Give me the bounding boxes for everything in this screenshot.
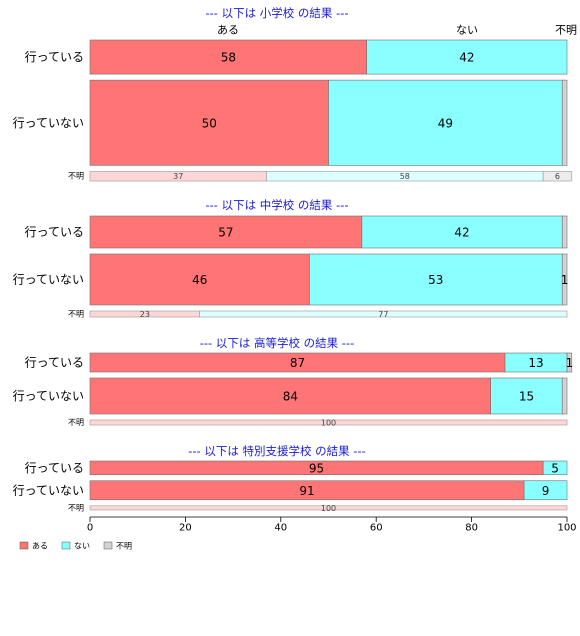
bar-segment-nai [542, 460, 568, 476]
data-label: 57 [218, 226, 233, 240]
bar-segment-aru [89, 419, 568, 426]
column-header-1: ある [217, 24, 239, 37]
bar-segment-nai [361, 215, 563, 249]
data-label: 58 [400, 172, 410, 181]
data-label: 6 [555, 172, 560, 181]
legend-swatch [103, 541, 113, 550]
bar-row: 不明 100 [68, 418, 568, 428]
bar-segment-nai [523, 480, 568, 501]
row-label: 行っていない [13, 389, 84, 403]
panel-2: --- 以下は 中学校 の結果 --- 行っている 57 42 行っていない 46 53 1 不… [13, 198, 569, 319]
bar-segment-aru [89, 79, 329, 166]
bar-segment-fumei [561, 377, 568, 415]
row-label: 行っていない [13, 483, 84, 497]
column-header-3: 不明 [555, 24, 577, 37]
legend-label: ない [74, 542, 90, 551]
x-tick-label: 80 [465, 523, 478, 534]
data-label: 95 [309, 461, 324, 475]
bar-row: 行っていない 50 49 [13, 79, 568, 166]
data-label: 1 [561, 273, 569, 287]
data-label: 13 [528, 356, 543, 370]
bar-segment-nai [199, 310, 568, 318]
data-label: 100 [321, 419, 336, 428]
panel-title: --- 以下は 高等学校 の結果 --- [200, 336, 355, 350]
row-label: 行っていない [13, 116, 84, 130]
row-label: 不明 [68, 310, 84, 319]
row-label: 不明 [68, 503, 84, 512]
data-label: 100 [321, 504, 336, 513]
bar-row: 行っていない 84 15 [13, 377, 568, 415]
bar-row: 不明 37 58 6 [68, 171, 573, 182]
data-label: 53 [428, 273, 443, 287]
legend-swatch [61, 541, 71, 550]
panel-title: --- 以下は 小学校 の結果 --- [205, 6, 348, 20]
bar-segment-fumei [561, 253, 568, 306]
panel-title: --- 以下は 中学校 の結果 --- [205, 198, 348, 212]
data-label: 91 [299, 484, 314, 498]
bar-segment-fumei [561, 79, 568, 166]
panel-4: --- 以下は 特別支援学校 の結果 --- 行っている 95 5 行っていない 91 9 不… [13, 444, 568, 513]
row-label: 不明 [68, 172, 84, 181]
panel-title: --- 以下は 特別支援学校 の結果 --- [188, 444, 366, 458]
row-label: 不明 [68, 418, 84, 427]
data-label: 49 [438, 116, 453, 130]
x-tick-label: 100 [557, 523, 576, 534]
data-label: 46 [192, 273, 207, 287]
bar-row: 行っていない 91 9 [13, 480, 568, 501]
x-tick-label: 20 [179, 523, 192, 534]
bar-segment-aru [89, 377, 491, 415]
x-tick-label: 40 [274, 523, 287, 534]
bar-row: 行っている 87 13 1 [25, 352, 574, 373]
data-label: 37 [173, 172, 183, 181]
x-tick-label: 60 [370, 523, 383, 534]
row-label: 行っていない [13, 273, 84, 287]
bar-segment-aru [89, 505, 568, 511]
bar-segment-fumei [561, 215, 568, 249]
bar-segment-nai [328, 79, 563, 166]
data-label: 77 [378, 310, 388, 319]
column-header-2: ない [456, 24, 478, 37]
row-label: 行っている [25, 356, 84, 370]
data-label: 87 [290, 356, 305, 370]
bar-segment-aru [89, 39, 367, 75]
bar-row: 行っている 95 5 [25, 460, 568, 476]
data-label: 42 [454, 226, 469, 240]
bar-segment-nai [366, 39, 568, 75]
data-label: 42 [459, 51, 474, 65]
bar-row: 不明 23 77 [68, 310, 568, 319]
legend-label: 不明 [116, 542, 132, 551]
legend: ある ない 不明 [19, 541, 132, 551]
bar-segment-aru [89, 215, 363, 249]
bar-row: 行っている 58 42 [25, 39, 568, 75]
data-label: 23 [140, 310, 150, 319]
legend-swatch [19, 541, 29, 550]
data-label: 15 [519, 390, 534, 404]
legend-label: ある [32, 542, 48, 551]
bar-segment-aru [89, 253, 310, 306]
row-label: 行っている [25, 225, 84, 239]
data-label: 84 [283, 390, 298, 404]
bar-row: 行っている 57 42 [25, 215, 568, 249]
panel-3: --- 以下は 高等学校 の結果 --- 行っている 87 13 1 行っていない 84 15… [13, 336, 574, 428]
data-label: 9 [542, 484, 550, 498]
bar-segment-fumei [542, 171, 573, 182]
x-tick-label: 0 [87, 523, 93, 534]
data-label: 1 [566, 356, 574, 370]
row-label: 行っている [25, 50, 84, 64]
data-label: 58 [221, 51, 236, 65]
data-label: 5 [551, 461, 559, 475]
bar-row: 不明 100 [68, 503, 568, 513]
bar-segment-fumei [566, 352, 573, 373]
panel-1: --- 以下は 小学校 の結果 --- 行っている 58 42 行っていない 50 49 不明… [13, 6, 573, 182]
bar-row: 行っていない 46 53 1 [13, 253, 569, 306]
data-label: 50 [202, 116, 217, 130]
row-label: 行っている [25, 461, 84, 475]
